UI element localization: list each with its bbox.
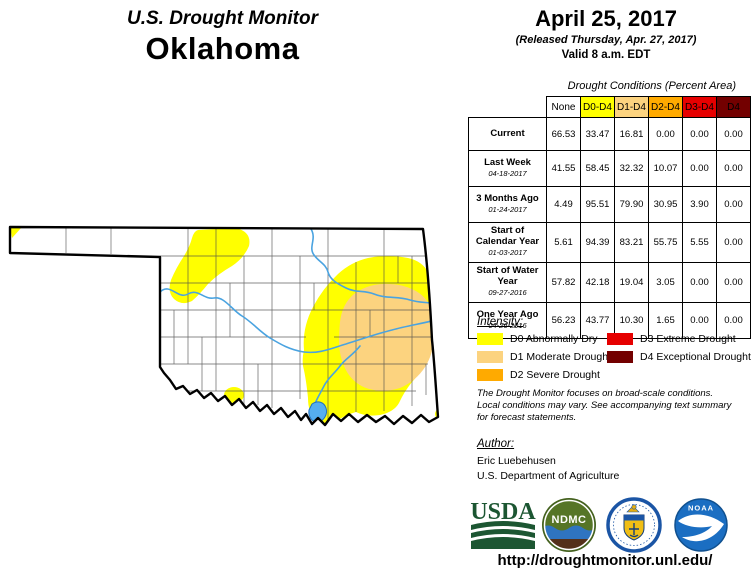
page-title: Oklahoma — [145, 31, 300, 66]
release-date: (Released Thursday, Apr. 27, 2017) — [515, 34, 697, 46]
table-row: Current 66.53 33.47 16.81 0.00 0.00 0.00 — [468, 117, 751, 151]
legend-item-d1: D1 Moderate Drought — [477, 351, 611, 363]
col-d1-d4: D1-D4 — [614, 96, 649, 118]
row-label: Start of Calendar Year — [475, 225, 540, 247]
d2-color-chip — [477, 369, 503, 381]
ndmc-logo: NDMC — [541, 497, 597, 553]
lake-texoma — [308, 401, 327, 423]
table-row: Start of Water Year 09-27-2016 57.82 42.… — [468, 262, 751, 303]
col-none: None — [546, 96, 581, 118]
d4-color-chip — [607, 351, 633, 363]
table-row: 3 Months Ago 01-24-2017 4.49 95.51 79.90… — [468, 186, 751, 223]
row-label: Last Week — [484, 156, 531, 168]
row-date: 01-03-2017 — [488, 248, 527, 258]
table-row: Last Week 04-18-2017 41.55 58.45 32.32 1… — [468, 150, 751, 187]
col-d2-d4: D2-D4 — [648, 96, 683, 118]
col-d4: D4 — [716, 96, 751, 118]
state-outline — [8, 225, 440, 427]
svg-text:NOAA: NOAA — [688, 504, 714, 513]
row-date: 09-27-2016 — [488, 288, 527, 298]
noaa-logo: NOAA — [673, 497, 729, 553]
row-label: Current — [490, 127, 525, 139]
commerce-seal — [606, 497, 662, 553]
d3-color-chip — [607, 333, 633, 345]
intensity-label: Intensity: — [477, 316, 524, 328]
table-corner-cell — [468, 96, 547, 118]
author-label: Author: — [477, 438, 515, 450]
row-label: 3 Months Ago — [476, 192, 539, 204]
map-svg — [8, 225, 440, 427]
row-label: One Year Ago — [476, 308, 539, 320]
droughtmonitor-url[interactable]: http://droughtmonitor.unl.edu/ — [497, 552, 713, 569]
author-org: U.S. Department of Agriculture — [477, 470, 620, 482]
d1-color-chip — [477, 351, 503, 363]
legend-item-d3: D3 Extreme Drought — [607, 333, 736, 345]
row-date: 04-18-2017 — [488, 169, 527, 178]
legend-item-d4: D4 Exceptional Drought — [607, 351, 751, 363]
legend-item-d2: D2 Severe Drought — [477, 369, 600, 381]
map-date: April 25, 2017 — [535, 6, 677, 31]
valid-time: Valid 8 a.m. EDT — [561, 49, 651, 61]
report-kicker: U.S. Drought Monitor — [126, 8, 319, 29]
drought-conditions-table: None D0-D4 D1-D4 D2-D4 D3-D4 D4 Current … — [468, 96, 751, 339]
svg-text:NDMC: NDMC — [552, 514, 587, 526]
col-d0-d4: D0-D4 — [580, 96, 615, 118]
row-date: 04-26-2016 — [488, 321, 527, 330]
usda-logo: USDA — [468, 497, 538, 553]
table-row: One Year Ago 04-26-2016 56.23 43.77 10.3… — [468, 302, 751, 339]
table-title: Drought Conditions (Percent Area) — [567, 80, 736, 92]
row-date: 01-24-2017 — [488, 205, 527, 214]
row-label: Start of Water Year — [476, 265, 539, 287]
oklahoma-drought-map — [8, 0, 458, 440]
table-row: Start of Calendar Year 01-03-2017 5.61 9… — [468, 222, 751, 263]
d0-color-chip — [477, 333, 503, 345]
author-name: Eric Luebehusen — [477, 455, 556, 467]
col-d3-d4: D3-D4 — [682, 96, 717, 118]
table-header-row: None D0-D4 D1-D4 D2-D4 D3-D4 D4 — [468, 96, 751, 118]
county-boundaries — [65, 227, 438, 422]
svg-text:USDA: USDA — [470, 499, 536, 525]
legend-item-d0: D0 Abnormally Dry — [477, 333, 598, 345]
rivers — [159, 228, 437, 405]
disclaimer-text: The Drought Monitor focuses on broad-sca… — [477, 388, 732, 423]
